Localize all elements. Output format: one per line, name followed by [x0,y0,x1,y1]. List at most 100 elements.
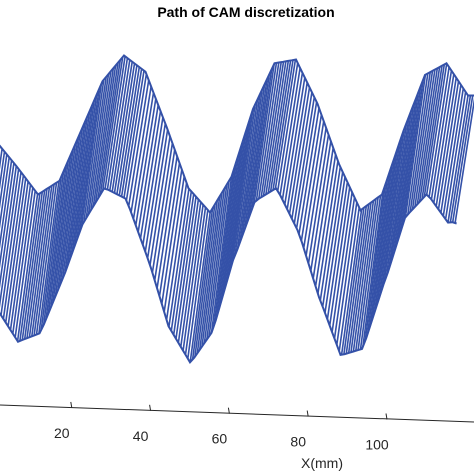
path-segment [343,207,365,355]
path-segment [454,97,474,224]
path-segment [222,139,245,295]
path-segment [215,161,237,319]
path-segment [385,122,408,277]
path-segment [180,201,202,347]
path-segment [111,61,133,192]
path-segment [350,202,372,353]
path-segment [90,71,112,211]
path-segment [149,136,171,266]
path-segment [295,101,318,229]
path-segment [284,77,306,205]
path-segment [191,208,214,360]
path-segment [23,190,46,340]
path-segment [428,66,450,198]
path-segment [139,110,162,239]
path-segment [312,147,334,279]
path-segment [333,197,356,339]
path-segment [156,156,178,289]
path-segment [184,207,207,355]
path-segment [395,98,417,247]
path-segment [21,191,44,341]
path-segment [243,84,266,230]
path-segment [7,181,29,327]
path-segment [338,207,360,352]
path-segment [397,92,420,240]
path-segment [336,202,358,346]
path-segment [381,135,403,290]
path-segment [127,80,150,207]
path-segment [92,68,115,207]
path-segment [321,171,344,307]
path-segment [213,169,235,327]
path-segment [57,138,79,291]
path-segment [364,184,386,341]
path-segment [144,123,167,252]
path-segment [378,142,401,298]
path-segment [61,127,84,280]
path-segment [267,60,290,194]
path-segment [411,70,434,210]
path-segment [340,209,363,355]
path-segment [279,67,301,196]
path-segment [130,86,152,213]
path-segment [172,193,195,335]
path-segment [246,79,268,224]
path-segment [366,177,389,335]
path-segment [229,116,252,270]
path-segment [137,104,159,233]
x-axis [0,404,474,423]
path-segment [40,176,62,331]
path-segment [47,160,70,314]
path-segment [97,62,119,199]
path-segment [0,154,8,209]
path-segment [104,56,126,189]
path-segment [404,74,427,218]
path-segment [328,186,351,326]
x-tick-mark [227,407,230,414]
path-segment [38,181,60,334]
path-segment [430,70,453,200]
path-segment [203,188,226,344]
path-segment [220,146,242,303]
path-segment [132,92,155,220]
cam-path-surface [0,54,474,364]
path-segment [189,211,211,363]
path-segment [369,170,391,327]
path-segment [307,134,330,264]
path-segment [258,62,280,199]
path-segment [106,57,129,190]
path-segment [0,165,18,289]
path-segment [16,193,39,342]
x-tick-mark [70,401,73,408]
path-segment [120,68,143,197]
path-segment [198,196,221,350]
path-segment [165,182,188,320]
path-segment [407,73,429,215]
path-segment [52,149,74,303]
path-segment [206,184,228,340]
path-segment [359,195,382,350]
path-segment [33,184,55,336]
path-segment [253,64,275,204]
path-segment [326,181,349,320]
path-segment [75,94,98,241]
path-segment [59,132,81,285]
path-segment [208,180,230,337]
path-segment [54,143,77,297]
path-segment [449,95,472,223]
path-segment [239,94,261,243]
path-segment [276,62,299,192]
path-segment [142,117,164,246]
path-segment [371,163,394,320]
x-axis-label: X(mm) [301,455,343,471]
path-segment [437,81,460,210]
path-segment [0,172,22,316]
path-segment [194,204,216,357]
path-segment [101,56,124,191]
path-segment [390,110,412,262]
x-axis-ticks: 20 40 60 80 100 [54,401,389,453]
path-segment [300,114,323,241]
path-segment [357,197,379,351]
path-segment [175,196,197,339]
